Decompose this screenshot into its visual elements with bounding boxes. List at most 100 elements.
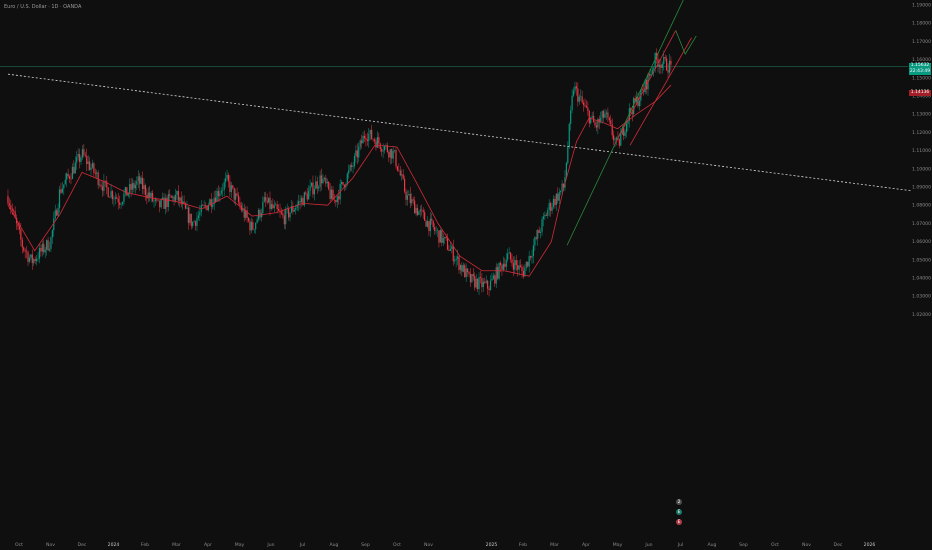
candle-body bbox=[40, 247, 42, 252]
candle-body bbox=[20, 229, 22, 240]
price-axis: 1.02000 1.03000 1.04000 1.05000 1.06000 1.070… bbox=[912, 3, 931, 318]
time-tick-label: Aug bbox=[330, 542, 339, 548]
candle-body bbox=[554, 198, 556, 205]
candle-body bbox=[485, 280, 487, 283]
candle-body bbox=[110, 191, 112, 198]
candle-body bbox=[409, 194, 411, 204]
time-tick-label: Jun bbox=[266, 542, 274, 548]
candle-body bbox=[61, 188, 63, 193]
candle-body bbox=[379, 143, 381, 150]
event-badge[interactable]: 2 bbox=[676, 499, 682, 505]
uptrend-line bbox=[566, 0, 684, 246]
candle-body bbox=[444, 237, 446, 238]
candle-body bbox=[263, 197, 265, 202]
event-badge[interactable]: E bbox=[676, 509, 682, 515]
candle-body bbox=[445, 237, 447, 239]
candle-body bbox=[194, 221, 197, 226]
candle-body bbox=[255, 222, 257, 230]
event-badge[interactable]: E bbox=[676, 519, 682, 525]
candle-body bbox=[153, 200, 155, 202]
candle-body bbox=[399, 170, 401, 176]
candle-body bbox=[416, 207, 419, 215]
candle-body bbox=[53, 218, 55, 231]
price-tick-label: 1.02000 bbox=[912, 312, 931, 318]
candle-body bbox=[487, 280, 489, 289]
time-tick-label: Aug bbox=[708, 542, 717, 548]
candle-body bbox=[18, 226, 21, 230]
candle-body bbox=[441, 230, 443, 243]
candle-body bbox=[99, 184, 101, 186]
candle-body bbox=[325, 177, 327, 184]
candle-body bbox=[275, 204, 277, 206]
candle-body bbox=[225, 178, 227, 183]
candle-body bbox=[272, 204, 274, 209]
candle-body bbox=[31, 254, 33, 264]
candle-body bbox=[270, 204, 273, 209]
candle-body bbox=[10, 205, 12, 209]
candle-body bbox=[615, 137, 618, 140]
candle-body bbox=[206, 205, 208, 211]
projection-path bbox=[675, 30, 697, 56]
candle-body bbox=[257, 209, 260, 220]
symbol-title[interactable]: Euro / U.S. Dollar · 1D · OANDA bbox=[4, 4, 82, 10]
candle-body bbox=[398, 170, 400, 171]
candle-body bbox=[227, 174, 230, 182]
candle-body bbox=[253, 229, 255, 230]
candle-body bbox=[469, 273, 472, 283]
candle-body bbox=[283, 215, 285, 225]
candle-body bbox=[458, 256, 460, 270]
candle-body bbox=[117, 198, 119, 203]
candle-body bbox=[216, 190, 218, 202]
candle-body bbox=[562, 183, 565, 188]
candle-body bbox=[139, 176, 141, 184]
candle-body bbox=[306, 193, 308, 200]
candle-body bbox=[422, 210, 424, 213]
candle-body bbox=[192, 221, 194, 227]
candle-body bbox=[174, 194, 177, 202]
candle-body bbox=[269, 197, 271, 209]
candle-body bbox=[468, 272, 470, 274]
candle-body bbox=[217, 190, 220, 197]
price-tick-label: 1.14000 bbox=[912, 94, 931, 100]
candle-body bbox=[24, 250, 26, 252]
candle-body bbox=[329, 189, 331, 199]
candle-body bbox=[298, 201, 300, 205]
candle-body bbox=[136, 180, 138, 185]
candle-body bbox=[33, 259, 35, 264]
candle-body bbox=[214, 197, 217, 202]
candle-body bbox=[403, 178, 406, 192]
candle-body bbox=[47, 240, 49, 251]
candle-body bbox=[182, 201, 184, 205]
candle-body bbox=[531, 256, 533, 258]
candle-body bbox=[590, 117, 592, 124]
candle-body bbox=[154, 199, 157, 201]
candle-body bbox=[300, 198, 303, 203]
candle-body bbox=[196, 217, 198, 226]
time-tick-label: Sep bbox=[739, 542, 748, 548]
candle-body bbox=[597, 119, 599, 128]
candle-body bbox=[223, 182, 225, 190]
candle-body bbox=[654, 52, 656, 69]
candle-body bbox=[432, 220, 434, 228]
candle-body bbox=[156, 199, 158, 201]
candle-body bbox=[322, 179, 324, 184]
candle-body bbox=[372, 139, 374, 140]
candle-body bbox=[452, 246, 454, 262]
time-axis: Oct Nov Dec 2024 Feb Mar Apr May Jun Jul Aug Sep Oct… bbox=[15, 542, 875, 548]
candle-body bbox=[106, 181, 108, 188]
candle-body bbox=[408, 194, 410, 196]
price-tag-value: 1.15632 bbox=[910, 63, 930, 69]
candle-body bbox=[580, 96, 582, 97]
time-tick-label: Oct bbox=[393, 542, 401, 548]
candle-body bbox=[388, 152, 390, 158]
candle-body bbox=[568, 123, 570, 147]
candle-body bbox=[442, 237, 444, 243]
time-tick-label: Mar bbox=[172, 542, 181, 548]
candle-body bbox=[501, 265, 503, 270]
candle-body bbox=[229, 181, 231, 193]
time-tick-label: Apr bbox=[582, 542, 590, 548]
candle-body bbox=[383, 146, 386, 151]
candle-body bbox=[449, 249, 452, 251]
candle-body bbox=[177, 190, 179, 201]
